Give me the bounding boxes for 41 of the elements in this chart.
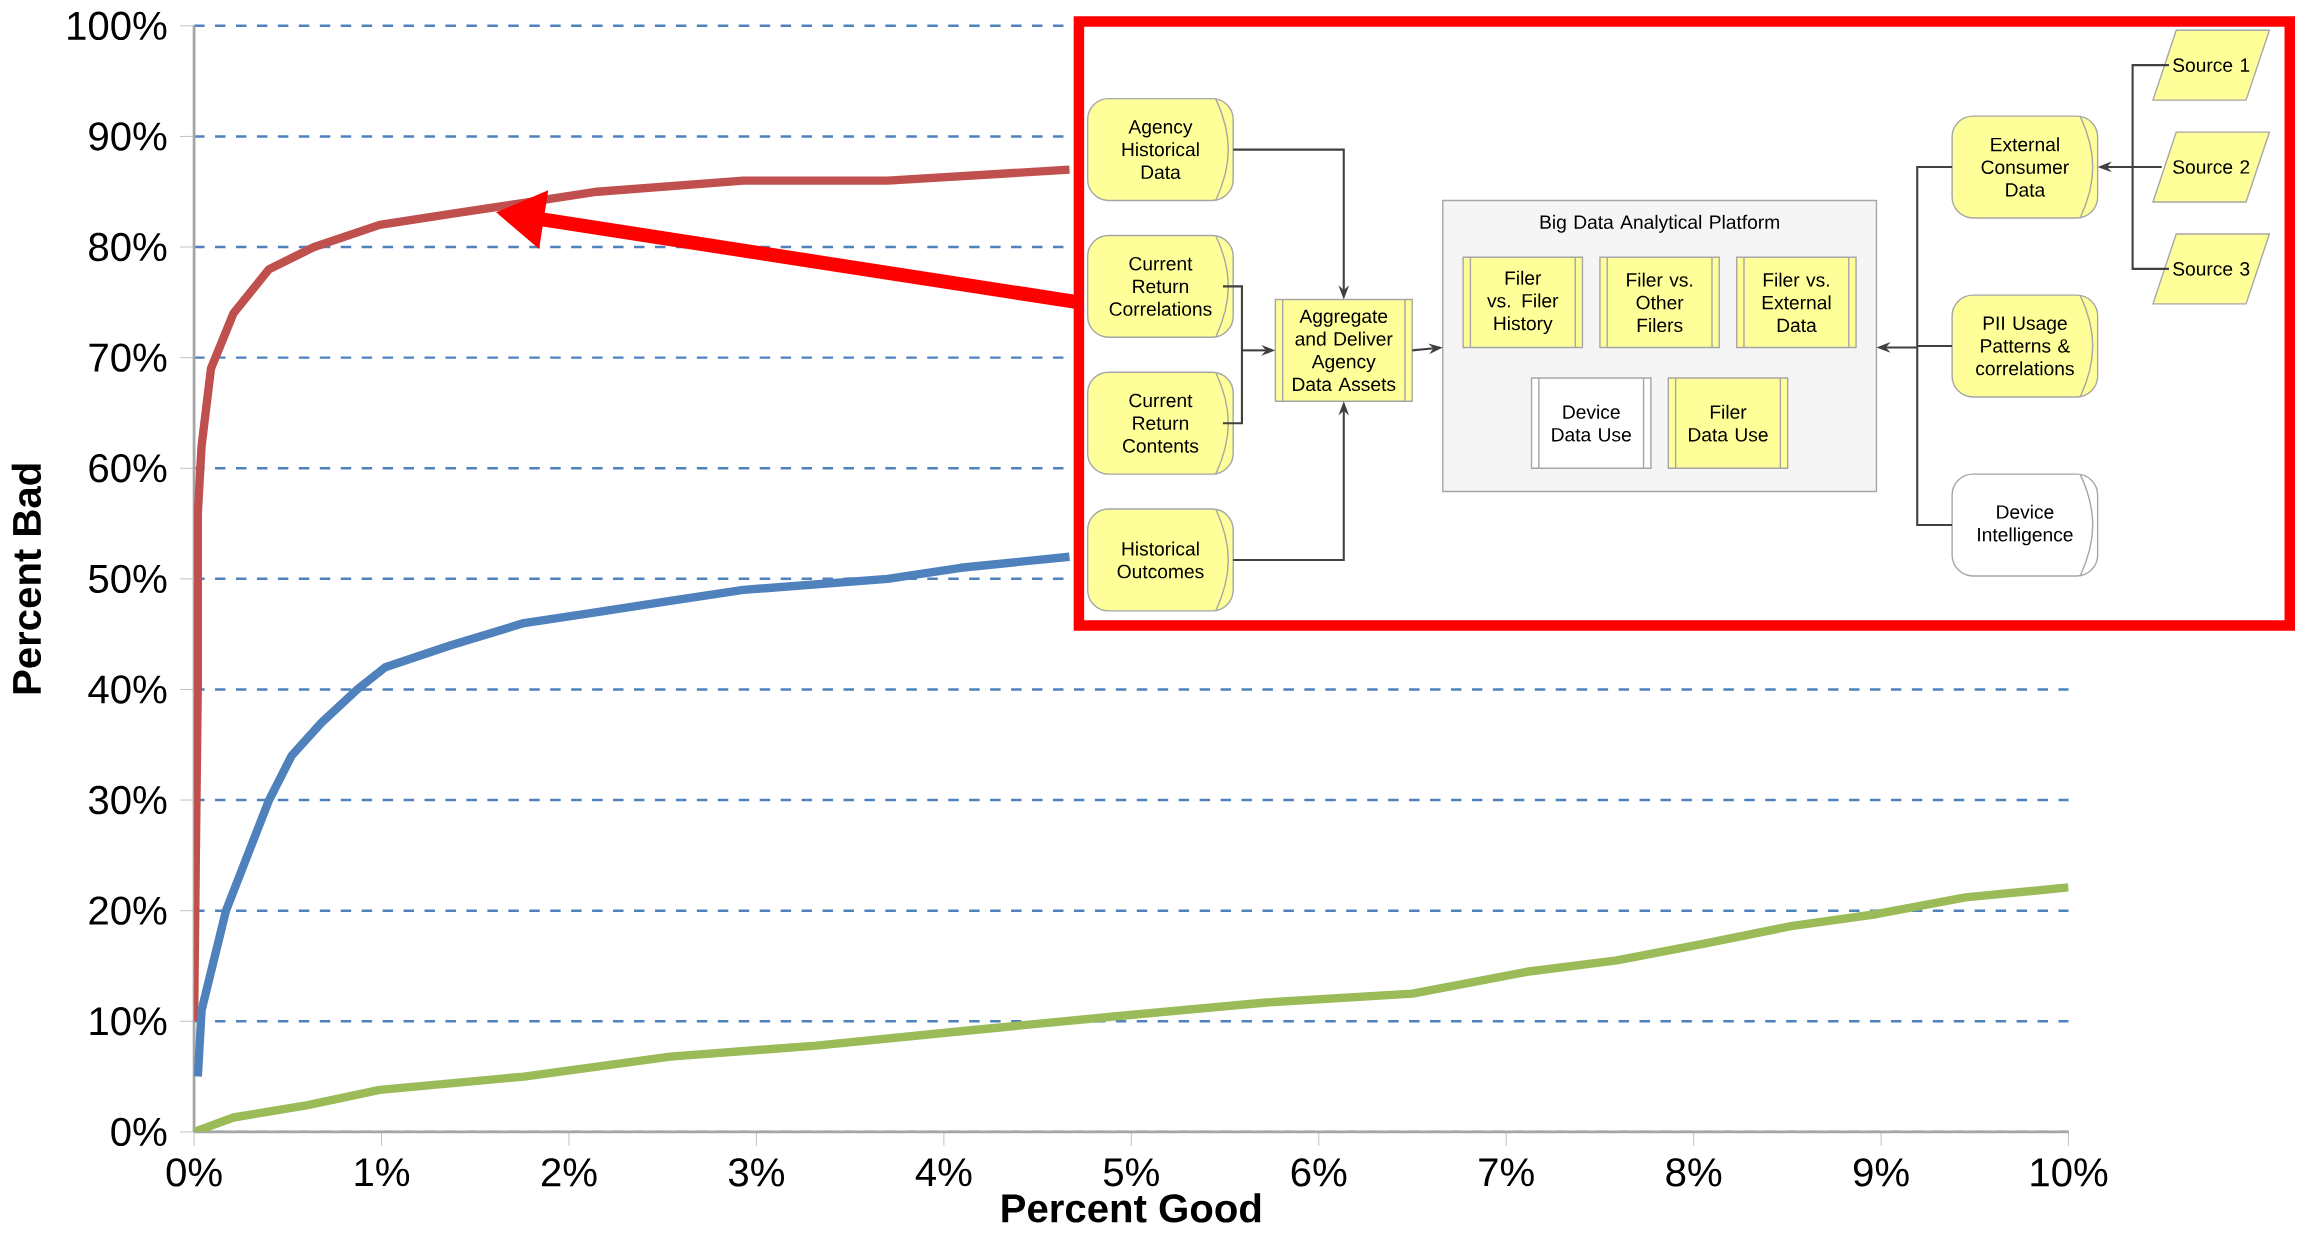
annotation: External Consumer Data: [1981, 137, 2069, 197]
source-note: Source 3: [2173, 261, 2250, 276]
x-tick-label: 2%: [541, 1158, 597, 1187]
annotation: Filer vs. External Data: [1762, 272, 1831, 332]
annotation: Current Return Correlations: [1109, 256, 1212, 316]
x-tick-label: 3%: [728, 1158, 785, 1187]
annotation: Device Intelligence: [1978, 504, 2073, 546]
y-tick-label: 80%: [89, 232, 167, 262]
annotation: Filer vs. Other Filers: [1627, 272, 1692, 332]
annotation: Current Return Contents: [1123, 393, 1199, 453]
annotation: Filer vs. Filer History: [1487, 270, 1559, 334]
annotation: Aggregate and Deliver Agency Data Assets: [1293, 309, 1396, 391]
y-tick-label: 50%: [89, 564, 167, 593]
x-tick-label: 9%: [1853, 1158, 1909, 1187]
x-tick-label: 6%: [1291, 1158, 1347, 1187]
y-axis-title: Percent Bad: [11, 464, 42, 694]
source-note: Source 2: [2173, 160, 2250, 174]
x-tick-label: 8%: [1666, 1158, 1722, 1187]
x-tick-label: 10%: [2031, 1158, 2108, 1187]
x-tick-label: 0%: [166, 1158, 222, 1187]
x-tick-label: 4%: [915, 1158, 972, 1187]
y-tick-label: 90%: [89, 122, 167, 151]
annotation: PII Usage Patterns & correlations: [1976, 316, 2074, 376]
y-tick-label: 10%: [90, 1006, 167, 1036]
x-tick-label: 7%: [1479, 1158, 1534, 1187]
x-tick-label: 1%: [355, 1158, 410, 1187]
source-note: Source 1: [2173, 58, 2250, 72]
y-tick-label: 20%: [89, 896, 167, 925]
annotation: Historical Outcomes: [1117, 541, 1204, 579]
y-tick-label: 30%: [88, 785, 167, 815]
x-axis-title: Percent Good: [1002, 1193, 1261, 1223]
y-tick-label: 100%: [68, 11, 167, 40]
annotation: Big Data Analytical Platform: [1540, 214, 1779, 233]
annotation: Filer Data Use: [1689, 404, 1768, 442]
y-tick-label: 0%: [111, 1117, 167, 1146]
annotation: Device Data Use: [1552, 404, 1631, 442]
y-tick-label: 40%: [88, 675, 167, 704]
x-tick-label: 5%: [1103, 1158, 1159, 1187]
annotation: Agency Historical Data: [1122, 120, 1199, 179]
y-tick-label: 70%: [89, 343, 167, 372]
y-tick-label: 60%: [89, 453, 167, 483]
